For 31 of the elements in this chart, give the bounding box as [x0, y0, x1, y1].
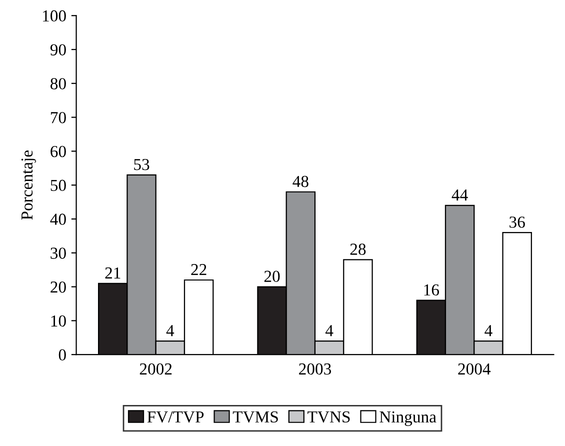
x-tick-label: 2003	[299, 363, 332, 375]
y-tick-label: 0	[58, 349, 66, 361]
y-tick-label: 40	[50, 214, 66, 225]
y-tick-label: 10	[51, 315, 66, 327]
data-label: 4	[166, 325, 174, 336]
legend-label: FV/TVP	[147, 411, 204, 423]
y-tick-label: 90	[50, 44, 66, 56]
data-label: 20	[264, 270, 280, 282]
legend-label: TVNS	[308, 411, 350, 423]
data-label: 21	[105, 267, 120, 278]
y-tick-label: 30	[50, 248, 66, 259]
y-tick-label: 80	[50, 78, 66, 90]
data-label: 4	[325, 325, 334, 336]
data-label: 36	[510, 216, 525, 228]
y-tick-label: 60	[50, 146, 66, 158]
x-tick-label: 2002	[140, 363, 172, 375]
y-tick-label: 100	[43, 10, 66, 22]
y-axis-title: Porcentaje	[21, 150, 36, 220]
legend-label: Ninguna	[380, 411, 436, 426]
y-tick-label: 70	[50, 112, 66, 124]
y-tick-label: 50	[50, 180, 66, 192]
data-label: 22	[191, 264, 206, 276]
x-tick-label: 2004	[458, 363, 491, 375]
data-label: 28	[350, 244, 366, 255]
data-label: 44	[452, 190, 468, 200]
data-label: 4	[484, 325, 492, 336]
legend-label: TVMS	[232, 411, 278, 423]
y-tick-label: 20	[50, 281, 66, 293]
data-label: 53	[134, 158, 150, 170]
data-label: 16	[424, 284, 439, 296]
data-label: 48	[292, 176, 308, 188]
